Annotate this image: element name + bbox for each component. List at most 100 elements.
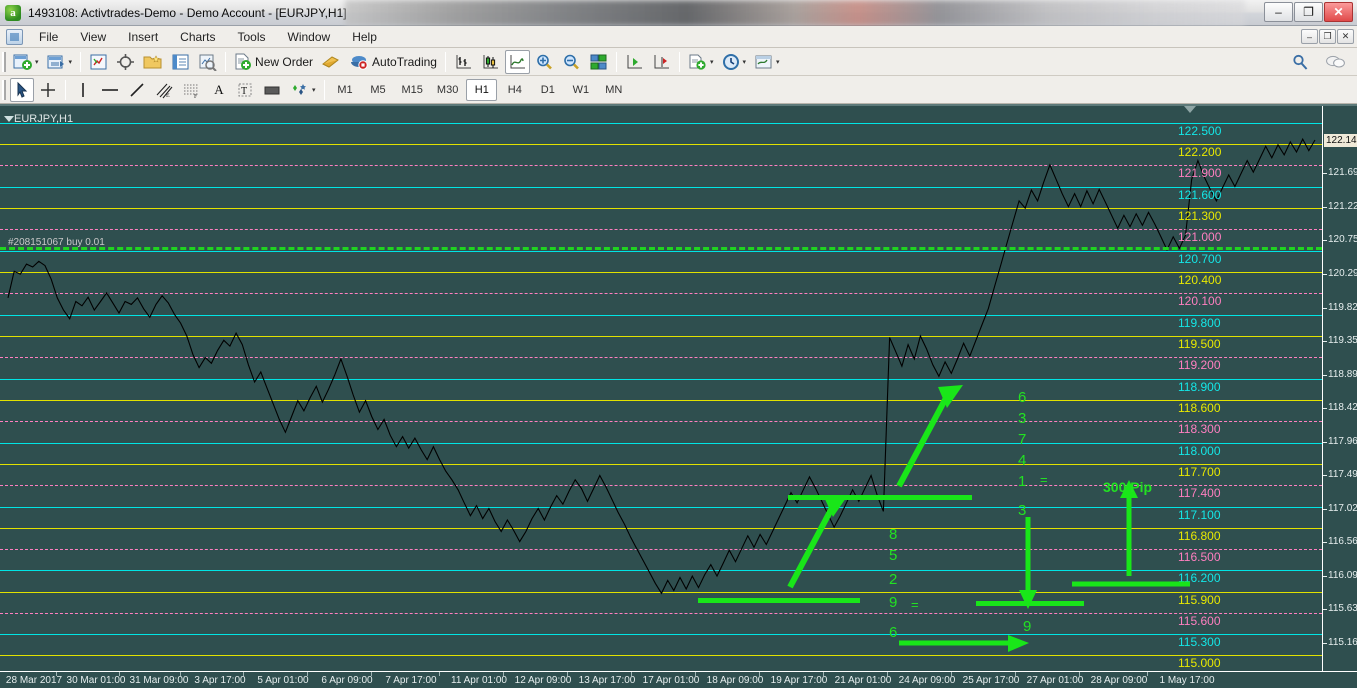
timeframe-m15[interactable]: M15 bbox=[401, 83, 423, 96]
tile-windows-icon[interactable] bbox=[586, 50, 611, 74]
mdi-close-button[interactable]: ✕ bbox=[1337, 29, 1354, 44]
timeframe-mn[interactable]: MN bbox=[605, 83, 623, 96]
strategy-tester-icon[interactable] bbox=[195, 50, 220, 74]
level-line-121.900[interactable] bbox=[0, 165, 1322, 166]
price-axis-tick bbox=[1323, 442, 1327, 443]
mdi-minimize-button[interactable]: – bbox=[1301, 29, 1318, 44]
horizontal-line-icon[interactable] bbox=[97, 78, 123, 102]
chart-collapse-caret-icon[interactable] bbox=[4, 116, 14, 122]
timeframe-d1[interactable]: D1 bbox=[540, 83, 555, 96]
menu-item-insert[interactable]: Insert bbox=[128, 29, 159, 44]
level-line-118.900[interactable] bbox=[0, 379, 1322, 380]
menu-item-file[interactable]: File bbox=[39, 29, 59, 44]
menu-item-view[interactable]: View bbox=[80, 29, 107, 44]
text-label-icon[interactable]: T bbox=[233, 78, 257, 102]
level-line-121.000[interactable] bbox=[0, 229, 1322, 230]
level-line-120.100[interactable] bbox=[0, 293, 1322, 294]
shapes-icon[interactable]: ▾ bbox=[287, 78, 319, 102]
line-chart-icon[interactable] bbox=[504, 49, 530, 74]
data-folder-icon[interactable] bbox=[140, 50, 166, 74]
level-line-118.600[interactable] bbox=[0, 400, 1322, 401]
chevron-down-icon[interactable]: ▾ bbox=[312, 86, 316, 94]
chat-icon[interactable] bbox=[1322, 50, 1350, 74]
candlestick-chart-icon[interactable] bbox=[478, 50, 503, 74]
mdi-restore-button[interactable]: ❐ bbox=[1319, 29, 1336, 44]
chevron-down-icon[interactable]: ▾ bbox=[709, 58, 714, 66]
chart-canvas[interactable]: EURJPY,H1 122.500 122.200 121.900 121.600 12… bbox=[0, 106, 1322, 671]
timeframe-w1[interactable]: W1 bbox=[572, 83, 590, 96]
text-icon[interactable]: A bbox=[207, 78, 231, 102]
new-chart-icon[interactable]: ▾ bbox=[10, 50, 42, 74]
new-order-button[interactable]: New Order bbox=[231, 50, 316, 74]
chevron-down-icon[interactable]: ▾ bbox=[742, 58, 747, 66]
level-line-121.300[interactable] bbox=[0, 208, 1322, 209]
menu-item-tools[interactable]: Tools bbox=[237, 29, 266, 44]
clock-periods-icon[interactable]: ▾ bbox=[719, 50, 750, 74]
chart-shift-icon[interactable] bbox=[622, 50, 647, 74]
profiles-icon[interactable]: ▾ bbox=[44, 50, 76, 74]
level-line-116.800[interactable] bbox=[0, 528, 1322, 529]
zoom-in-icon[interactable] bbox=[532, 50, 557, 74]
autotrading-button[interactable]: AutoTrading bbox=[346, 50, 440, 74]
market-watch-icon[interactable] bbox=[86, 50, 111, 74]
vertical-line-icon[interactable] bbox=[71, 78, 95, 102]
level-line-119.200[interactable] bbox=[0, 357, 1322, 358]
templates-icon[interactable]: ▾ bbox=[751, 50, 783, 74]
bar-chart-icon[interactable] bbox=[451, 50, 476, 74]
rectangle-icon[interactable] bbox=[259, 78, 285, 102]
fibonacci-icon[interactable]: F bbox=[179, 78, 205, 102]
level-line-116.200[interactable] bbox=[0, 570, 1322, 571]
chevron-down-icon[interactable]: ▾ bbox=[35, 58, 39, 66]
timeframe-m30[interactable]: M30 bbox=[436, 83, 459, 96]
toolbar-separator bbox=[444, 51, 446, 72]
price-axis[interactable]: 122.147 121.69 121.22 120.75 120.29 119.82 119… bbox=[1322, 106, 1357, 681]
order-line[interactable] bbox=[0, 247, 1322, 250]
toolbar-grip[interactable] bbox=[2, 51, 6, 72]
level-line-119.800[interactable] bbox=[0, 315, 1322, 316]
crosshair-navigator-icon[interactable] bbox=[113, 50, 138, 74]
chart-window[interactable]: EURJPY,H1 122.500 122.200 121.900 121.600 12… bbox=[0, 104, 1357, 688]
level-line-122.500[interactable] bbox=[0, 123, 1322, 124]
timeframe-h1[interactable]: H1 bbox=[466, 78, 498, 101]
timeframe-m1[interactable]: M1 bbox=[337, 83, 353, 96]
auto-scroll-icon[interactable] bbox=[649, 50, 674, 74]
timeframe-h4[interactable]: H4 bbox=[507, 83, 522, 96]
level-line-117.100[interactable] bbox=[0, 507, 1322, 508]
level-line-115.300[interactable] bbox=[0, 634, 1322, 635]
level-label-121.600: 121.600 bbox=[1178, 188, 1222, 202]
level-line-116.500[interactable] bbox=[0, 549, 1322, 550]
close-button[interactable]: ✕ bbox=[1324, 2, 1353, 22]
menu-item-window[interactable]: Window bbox=[287, 29, 331, 44]
maximize-button[interactable]: ❐ bbox=[1294, 2, 1323, 22]
terminal-panel-icon[interactable] bbox=[168, 50, 193, 74]
cursor-icon[interactable] bbox=[10, 77, 34, 102]
level-line-117.400[interactable] bbox=[0, 485, 1322, 486]
chevron-down-icon[interactable]: ▾ bbox=[776, 58, 780, 66]
toolbar-grip[interactable] bbox=[2, 79, 6, 100]
level-line-121.600[interactable] bbox=[0, 187, 1322, 188]
level-line-120.700[interactable] bbox=[0, 251, 1322, 252]
chevron-down-icon[interactable]: ▾ bbox=[68, 58, 73, 66]
level-line-119.500[interactable] bbox=[0, 336, 1322, 337]
level-line-120.400[interactable] bbox=[0, 272, 1322, 273]
timeframe-m5[interactable]: M5 bbox=[370, 83, 386, 96]
add-indicator-icon[interactable]: ▾ bbox=[685, 50, 717, 74]
level-line-122.200[interactable] bbox=[0, 144, 1322, 145]
metaeditor-icon[interactable] bbox=[318, 50, 344, 74]
equidistant-channel-icon[interactable]: E bbox=[151, 78, 177, 102]
search-icon[interactable] bbox=[1288, 50, 1312, 74]
menu-item-help[interactable]: Help bbox=[352, 29, 377, 44]
time-axis-label-5: 6 Apr 09:00 bbox=[321, 675, 373, 686]
zoom-out-icon[interactable] bbox=[559, 50, 584, 74]
crosshair-icon[interactable] bbox=[36, 78, 60, 102]
level-line-115.000[interactable] bbox=[0, 655, 1322, 656]
level-line-115.600[interactable] bbox=[0, 613, 1322, 614]
time-axis[interactable]: 28 Mar 2017 30 Mar 01:00 31 Mar 09:00 3 Apr… bbox=[0, 671, 1357, 688]
minimize-button[interactable]: – bbox=[1264, 2, 1293, 22]
level-line-117.700[interactable] bbox=[0, 464, 1322, 465]
time-axis-tick bbox=[439, 672, 440, 676]
trendline-icon[interactable] bbox=[125, 78, 149, 102]
menu-item-charts[interactable]: Charts bbox=[180, 29, 216, 44]
level-line-118.000[interactable] bbox=[0, 443, 1322, 444]
level-line-118.300[interactable] bbox=[0, 421, 1322, 422]
